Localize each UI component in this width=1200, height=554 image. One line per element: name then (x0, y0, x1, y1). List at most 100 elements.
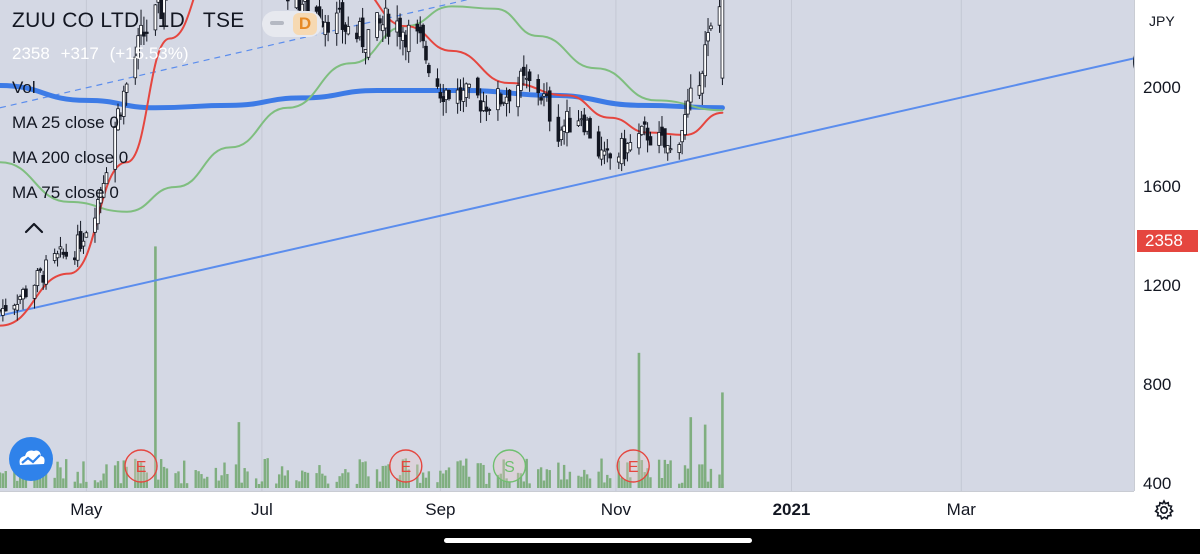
candle-body (582, 114, 587, 133)
legend-vol[interactable]: Vol (12, 78, 36, 97)
legend-ma25[interactable]: MA 25 close 0 (12, 113, 119, 132)
tradingview-logo-button[interactable] (9, 437, 53, 481)
candle-body (441, 96, 446, 103)
volume-bar (142, 467, 146, 488)
volume-bar (701, 464, 704, 488)
candle-body (706, 32, 710, 42)
candle-body (522, 66, 526, 76)
volume-bar (522, 481, 526, 488)
volume-bar (496, 474, 500, 488)
volume-spike-bar (721, 392, 724, 488)
minus-icon (270, 21, 284, 25)
candle-body (78, 231, 83, 249)
symbol-header[interactable]: ZUU CO LTD 1D TSE (12, 9, 257, 33)
volume-bar (183, 460, 186, 488)
volume-bar (203, 478, 206, 488)
candle-body (625, 143, 630, 154)
candle-body (547, 90, 552, 122)
candle-body (435, 78, 440, 87)
candle-body (539, 97, 543, 101)
time-tick-label: Mar (946, 500, 976, 519)
candle-body (378, 18, 382, 24)
price-change: +317 (60, 44, 99, 63)
candle-body (64, 251, 68, 257)
collapse-legend-button[interactable] (20, 218, 48, 238)
candle-body (507, 89, 512, 102)
volume-bar (185, 483, 189, 488)
candle-body (297, 0, 302, 11)
data-mode-badge[interactable]: D (262, 11, 322, 37)
candle-body (357, 21, 362, 38)
time-axis[interactable]: May Jul Sep Nov 2021 Mar (0, 491, 1134, 530)
home-indicator[interactable] (444, 538, 752, 543)
volume-bar (18, 469, 22, 488)
volume-bar (206, 476, 209, 488)
volume-bar (298, 481, 301, 488)
volume-bar (105, 464, 108, 488)
time-tick-label: 2021 (772, 500, 811, 519)
chart-pane[interactable]: E E S E ZUU CO LTD 1D TSE D 2358 +317 (+15.… (0, 0, 1134, 491)
interval-label[interactable]: 1D (157, 9, 186, 32)
candle-body (323, 21, 328, 36)
volume-bar (338, 476, 341, 488)
legend-ma200[interactable]: MA 200 close 0 (12, 148, 129, 167)
volume-bars (0, 246, 724, 488)
event-marker (124, 449, 158, 483)
volume-bar (476, 463, 479, 488)
volume-bar (134, 458, 137, 488)
chart-settings-button[interactable] (1152, 498, 1176, 522)
candle-body (386, 13, 391, 37)
delayed-data-badge: D (293, 13, 317, 35)
volume-bar (116, 461, 120, 488)
volume-bar (246, 471, 249, 488)
candle-body (380, 24, 385, 32)
candle-body (642, 121, 647, 125)
volume-bar (583, 469, 586, 488)
volume-bar (177, 471, 180, 488)
candle-body (640, 125, 644, 136)
cloud-chart-logo-icon (19, 450, 45, 465)
candle-body (12, 304, 17, 310)
volume-bar (560, 479, 563, 488)
candle-body (568, 117, 572, 133)
candle-body (703, 44, 707, 77)
candle-body (360, 17, 365, 48)
time-tick-label: Sep (425, 500, 456, 519)
candle-body (697, 85, 702, 96)
volume-bar (344, 469, 347, 488)
candle-body (142, 31, 146, 37)
candle-body (363, 49, 368, 53)
volume-bar (335, 481, 338, 488)
candle-body (599, 149, 604, 160)
volume-bar (525, 458, 528, 488)
volume-bar (424, 477, 428, 488)
volume-bar (13, 471, 16, 488)
candle-body (536, 79, 541, 94)
candle-body (401, 31, 405, 41)
volume-bar (646, 468, 649, 488)
candle-body (38, 268, 43, 271)
candle-body (156, 0, 161, 3)
candle-body (542, 93, 546, 97)
candle-body (104, 172, 109, 185)
candle-body (303, 0, 307, 2)
candle-body (683, 114, 687, 136)
event-marker-label: E (628, 459, 639, 476)
volume-bar (683, 465, 687, 488)
candle-body (326, 21, 330, 33)
candle-body (686, 100, 690, 115)
volume-bar (462, 465, 465, 488)
candle-body (717, 6, 722, 26)
candle-body (404, 34, 408, 48)
legend-ma75[interactable]: MA 75 close 0 (12, 183, 119, 202)
price-tick-label: 1200 (1143, 276, 1181, 295)
volume-bar (545, 469, 549, 488)
volume-bar (608, 478, 612, 488)
volume-bar (669, 460, 672, 488)
candle-body (337, 7, 342, 10)
volume-bar (459, 460, 462, 488)
candle-body (343, 24, 348, 32)
candle-body (527, 71, 532, 82)
volume-bar (0, 472, 2, 488)
